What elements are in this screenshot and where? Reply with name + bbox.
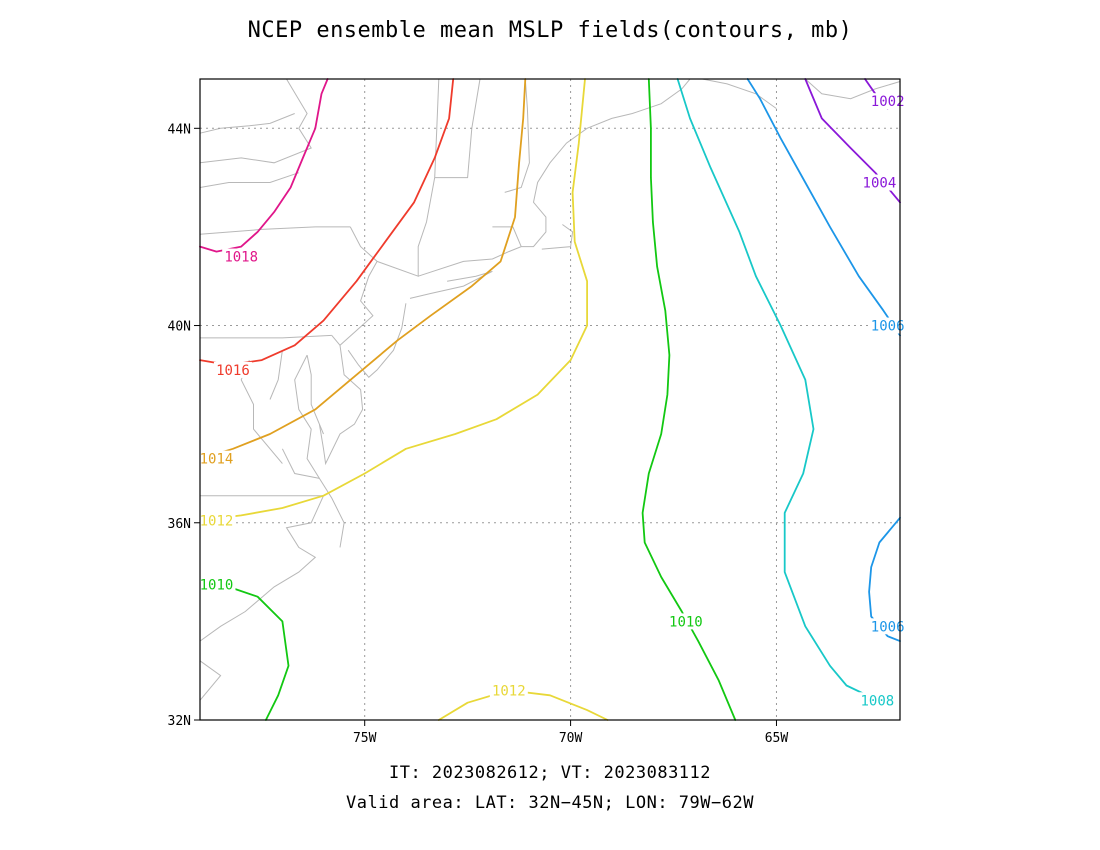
coastline [434,78,481,179]
contour-label-1002: 1002 [871,94,905,110]
coastline [199,660,222,701]
contour-label-1010: 1010 [200,577,234,593]
contour-label-1012: 1012 [492,683,526,699]
contour-1010 [199,581,290,721]
tick-label-lon: 70W [559,731,583,746]
tick-label-lon: 65W [765,731,789,746]
contour-label-bg [868,93,907,110]
coastline [418,78,691,277]
coastline [199,495,324,642]
contour-1012 [199,78,588,522]
contour-label-bg [197,512,236,529]
contour-labels: 1018 1016 1014 1012 1012 1010 1010 1008 1006 1006… [197,93,907,709]
contour-label-bg [666,613,705,630]
coastline [306,345,364,466]
contour-label-bg [489,682,528,699]
coastline [331,226,378,347]
contour-label-1012: 1012 [200,513,234,529]
coastline [504,78,530,193]
contour-label-bg [213,361,252,378]
contour-1006 [868,516,901,642]
coastline [294,354,345,548]
tick-label-lat: 40N [168,320,191,335]
contour-label-1016: 1016 [216,363,250,379]
coastline [269,350,283,400]
contour-label-bg [868,317,907,334]
coastline-layer [199,78,901,701]
contour-1016 [199,78,455,366]
contour-label-bg [222,248,261,265]
contour-1008 [676,78,889,702]
contour-1018 [199,78,329,253]
contour-label-bg [197,450,236,467]
graticule-grid [200,79,900,720]
contour-label-1006: 1006 [871,319,905,335]
coastline [347,303,407,379]
mslp-contours [199,78,901,721]
tick-label-lat: 36N [168,517,191,532]
plot-frame [199,78,901,721]
contour-label-bg [860,174,899,191]
coastline [409,270,493,299]
tick-label-lon: 75W [353,731,377,746]
coastline [199,113,295,134]
contour-label-bg [858,692,897,709]
contour-1012 [437,689,609,721]
tick-label-lat: 32N [168,714,191,729]
coastline [376,78,440,277]
coastline [804,78,901,100]
contour-label-1010: 1010 [669,614,703,630]
contour-label-1006: 1006 [871,619,905,635]
coastline [492,226,522,247]
contour-label-1008: 1008 [860,693,894,709]
coastline [318,424,324,435]
coastline [200,334,332,339]
coastline [281,448,320,479]
contour-label-bg [868,618,907,635]
tick-label-lat: 44N [168,122,191,137]
valid-area-info: Valid area: LAT: 32N−45N; LON: 79W−62W [346,793,754,813]
contour-label-1014: 1014 [200,452,234,468]
coastline [199,172,299,188]
contour-1006 [746,78,901,337]
coastline [702,78,777,110]
contour-label-1004: 1004 [863,176,897,192]
contour-1014 [199,78,527,460]
contour-label-bg [197,576,236,593]
coastline [541,224,574,250]
coastline [199,78,312,164]
axis-ticks: 75W 70W 65W 44N 40N 36N 32N [168,122,789,746]
time-info: IT: 2023082612; VT: 2023083112 [388,763,712,783]
chart-title: NCEP ensemble mean MSLP fields(contours,… [247,18,853,43]
coastline [199,226,351,235]
contour-label-1018: 1018 [224,250,258,266]
